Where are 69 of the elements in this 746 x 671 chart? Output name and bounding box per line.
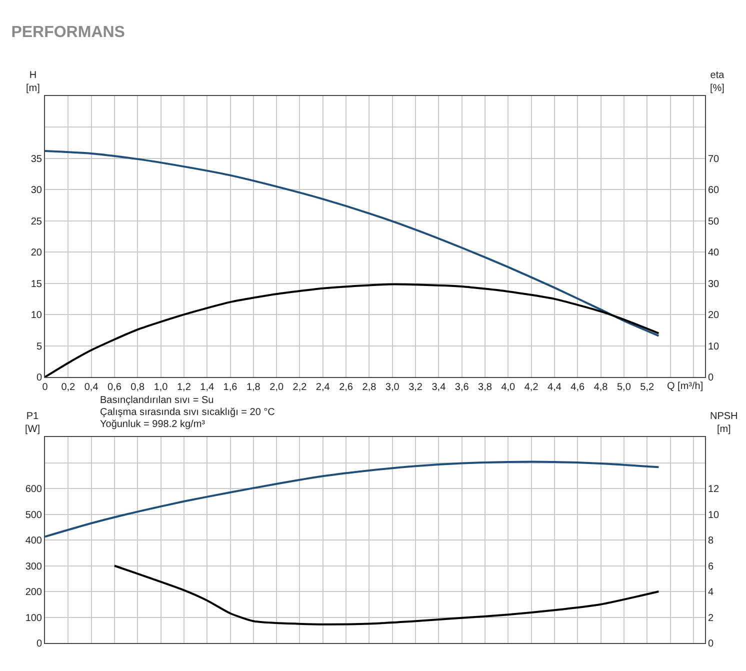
y-tick-label: 35	[30, 154, 42, 165]
y-axis-title: H [m]	[26, 70, 40, 94]
x-tick-label: 1,6	[223, 382, 238, 393]
x-tick-label: 0,6	[108, 382, 122, 393]
x-tick-label: 1,0	[154, 382, 168, 393]
y2-tick-label: 70	[708, 154, 720, 165]
y2-tick-label: 10	[708, 510, 720, 521]
x-tick-label: 4,0	[501, 382, 516, 393]
x-tick-label: 5,2	[640, 382, 654, 393]
line-series	[45, 150, 660, 337]
x-tick-label: 3,4	[432, 382, 446, 393]
y2-tick-label: 0	[708, 372, 714, 384]
x-tick-label: 4,4	[548, 382, 562, 393]
y2-tick-label: 60	[708, 185, 720, 196]
x-tick-label: 3,2	[408, 382, 423, 393]
x-tick-label: 5,0	[616, 382, 632, 393]
y2-tick-label: 30	[708, 278, 720, 290]
x-tick-label: 2,4	[316, 382, 330, 393]
y2-tick-label: 6	[708, 561, 714, 572]
x-tick-label: 2,6	[339, 382, 354, 393]
y-tick-label: 30	[30, 185, 42, 196]
text: Çalışma sırasında sıvı sıcaklığı = 20 °C	[100, 407, 275, 418]
y2-tick-label: 2	[708, 612, 714, 624]
y2-tick-label: 12	[708, 484, 720, 495]
x-tick-label: 0,2	[61, 382, 76, 393]
y-tick-label: 0	[36, 638, 42, 650]
x-tick-label: 2,8	[362, 382, 377, 393]
x-axis-title: Q [m³/h]	[667, 381, 704, 392]
y-tick-label: 0	[36, 372, 42, 384]
x-tick-label: 0,4	[84, 382, 99, 393]
y2-tick-label: 50	[708, 216, 720, 228]
x-tick-label: 4,8	[594, 382, 608, 393]
x-tick-label: 4,2	[524, 382, 539, 393]
text: Yoğunluk = 998.2 kg/m³	[100, 419, 206, 430]
y2-tick-label: 40	[708, 248, 720, 259]
chart-title: PERFORMANS	[11, 24, 126, 42]
x-tick-label: 0,8	[130, 382, 146, 393]
x-tick-label: 4,6	[570, 382, 586, 393]
y2-tick-label: 20	[708, 310, 720, 322]
y2-axis-title: NPSH [m]	[710, 411, 738, 435]
text: Basınçlandırılan sıvı = Su	[100, 395, 214, 406]
y2-tick-label: 10	[708, 341, 720, 352]
x-tick-label: 1,2	[176, 382, 192, 393]
y-tick-label: 500	[25, 510, 42, 521]
y-tick-label: 200	[25, 587, 42, 598]
y-tick-label: 10	[30, 310, 42, 322]
y2-tick-label: 0	[708, 638, 714, 650]
y-tick-label: 5	[36, 341, 42, 352]
x-tick-label: 3,0	[385, 382, 400, 393]
x-tick-label: 2,2	[292, 382, 308, 393]
y-tick-label: 25	[30, 216, 42, 228]
y-tick-label: 600	[25, 484, 42, 495]
x-tick-label: 3,8	[478, 382, 492, 393]
x-tick-label: 1,8	[246, 382, 261, 393]
x-tick-label: 2,0	[270, 382, 284, 393]
y2-tick-label: 8	[708, 536, 714, 546]
x-tick-label: 1,4	[200, 382, 214, 393]
y-tick-label: 20	[30, 248, 42, 259]
y-tick-label: 100	[25, 612, 42, 624]
y-axis-title: P1 [W]	[25, 411, 40, 435]
y-tick-label: 400	[25, 536, 42, 546]
line-series	[45, 460, 660, 538]
y-tick-label: 15	[30, 278, 42, 290]
line-series	[45, 283, 660, 377]
y2-tick-label: 4	[708, 587, 714, 598]
line-series	[113, 564, 660, 626]
y2-axis-title: eta [%]	[710, 70, 725, 94]
y-tick-label: 300	[25, 561, 42, 572]
x-tick-label: 3,6	[454, 382, 470, 393]
